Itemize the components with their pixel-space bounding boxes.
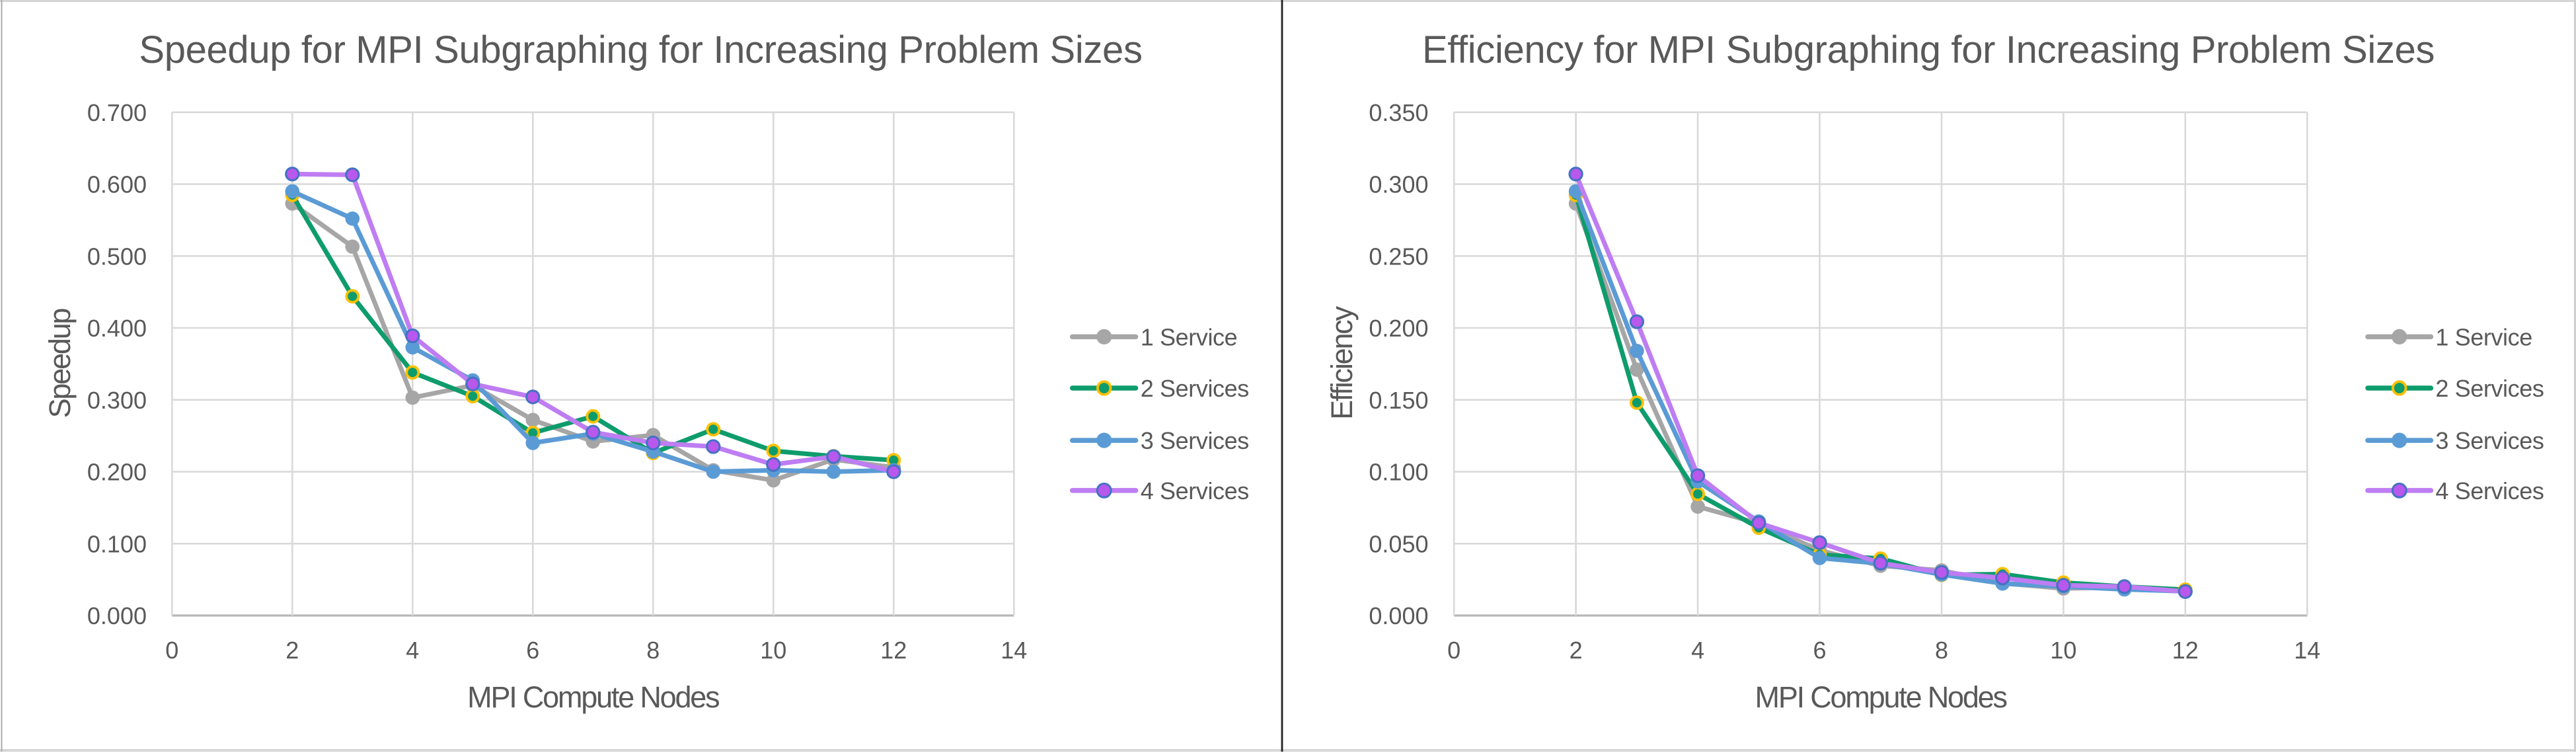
svg-text:Speedup: Speedup <box>43 308 77 418</box>
svg-text:1 Service: 1 Service <box>2435 323 2532 350</box>
svg-text:0.250: 0.250 <box>1369 243 1428 270</box>
svg-text:8: 8 <box>646 637 660 664</box>
svg-text:0.700: 0.700 <box>87 99 147 126</box>
svg-text:10: 10 <box>2050 637 2076 664</box>
svg-text:8: 8 <box>1935 637 1948 664</box>
svg-text:0.500: 0.500 <box>87 243 147 270</box>
svg-text:2: 2 <box>1570 637 1583 664</box>
svg-text:0.100: 0.100 <box>87 530 147 557</box>
svg-text:Speedup for MPI Subgraphing fo: Speedup for MPI Subgraphing for Increasi… <box>139 28 1142 71</box>
svg-text:0: 0 <box>1447 637 1460 664</box>
svg-text:4 Services: 4 Services <box>2435 477 2544 504</box>
svg-text:0.200: 0.200 <box>87 459 147 486</box>
svg-text:Efficiency: Efficiency <box>1325 305 1359 419</box>
svg-text:0.100: 0.100 <box>1369 459 1428 486</box>
svg-text:3 Services: 3 Services <box>1141 427 1249 454</box>
svg-text:0.350: 0.350 <box>1369 99 1428 126</box>
svg-text:0: 0 <box>165 637 178 664</box>
svg-text:0.200: 0.200 <box>1369 315 1428 342</box>
svg-text:MPI Compute Nodes: MPI Compute Nodes <box>1755 680 2007 714</box>
svg-text:Efficiency for MPI Subgraphing: Efficiency for MPI Subgraphing for Incre… <box>1422 28 2435 71</box>
svg-text:4: 4 <box>406 637 419 664</box>
svg-text:0.050: 0.050 <box>1369 530 1428 557</box>
svg-text:0.400: 0.400 <box>87 315 147 342</box>
svg-text:14: 14 <box>2294 637 2320 664</box>
svg-text:0.300: 0.300 <box>1369 171 1428 198</box>
svg-text:14: 14 <box>1001 637 1027 664</box>
svg-text:0.000: 0.000 <box>87 602 147 629</box>
svg-text:6: 6 <box>526 637 539 664</box>
svg-text:1 Service: 1 Service <box>1141 323 1237 350</box>
svg-text:2 Services: 2 Services <box>2435 375 2544 402</box>
svg-text:6: 6 <box>1813 637 1826 664</box>
svg-text:10: 10 <box>760 637 786 664</box>
svg-text:MPI Compute Nodes: MPI Compute Nodes <box>467 680 719 714</box>
svg-text:4: 4 <box>1691 637 1704 664</box>
svg-text:12: 12 <box>880 637 907 664</box>
svg-text:0.300: 0.300 <box>87 387 147 414</box>
svg-text:0.000: 0.000 <box>1369 602 1428 629</box>
svg-text:12: 12 <box>2172 637 2199 664</box>
svg-text:0.150: 0.150 <box>1369 387 1428 414</box>
svg-text:2 Services: 2 Services <box>1141 375 1249 402</box>
svg-text:0.600: 0.600 <box>87 171 147 198</box>
svg-text:2: 2 <box>285 637 299 664</box>
svg-text:4 Services: 4 Services <box>1141 477 1249 504</box>
svg-text:3 Services: 3 Services <box>2435 427 2544 454</box>
